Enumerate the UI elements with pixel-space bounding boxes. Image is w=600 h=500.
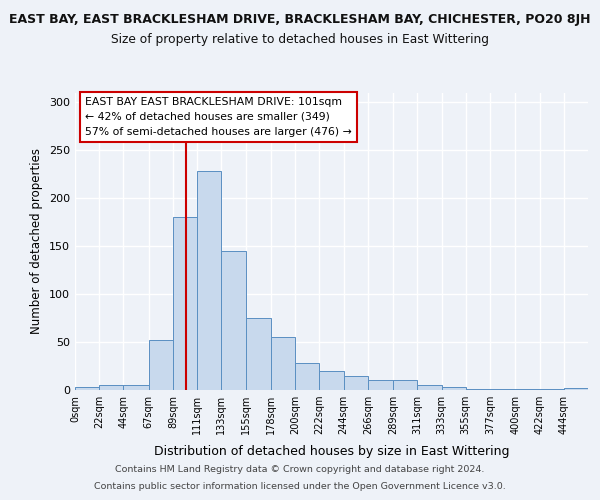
Bar	[515, 389, 539, 390]
Bar	[466, 389, 490, 390]
Text: Contains HM Land Registry data © Crown copyright and database right 2024.: Contains HM Land Registry data © Crown c…	[115, 465, 485, 474]
Bar	[393, 380, 418, 390]
Bar	[197, 171, 221, 390]
Y-axis label: Number of detached properties: Number of detached properties	[31, 148, 43, 334]
Bar	[75, 387, 99, 390]
Text: EAST BAY EAST BRACKLESHAM DRIVE: 101sqm
← 42% of detached houses are smaller (34: EAST BAY EAST BRACKLESHAM DRIVE: 101sqm …	[85, 97, 352, 136]
Bar	[245, 318, 271, 390]
Bar	[418, 385, 442, 390]
Bar	[368, 380, 393, 390]
Bar	[344, 376, 368, 390]
Bar	[539, 389, 564, 390]
Bar	[221, 251, 245, 390]
Bar	[295, 363, 319, 390]
Bar	[442, 387, 466, 390]
Bar	[99, 385, 124, 390]
X-axis label: Distribution of detached houses by size in East Wittering: Distribution of detached houses by size …	[154, 446, 509, 458]
Bar	[490, 389, 515, 390]
Bar	[149, 340, 173, 390]
Text: EAST BAY, EAST BRACKLESHAM DRIVE, BRACKLESHAM BAY, CHICHESTER, PO20 8JH: EAST BAY, EAST BRACKLESHAM DRIVE, BRACKL…	[9, 12, 591, 26]
Text: Contains public sector information licensed under the Open Government Licence v3: Contains public sector information licen…	[94, 482, 506, 491]
Bar	[173, 218, 197, 390]
Bar	[124, 385, 149, 390]
Bar	[271, 337, 295, 390]
Bar	[564, 388, 588, 390]
Text: Size of property relative to detached houses in East Wittering: Size of property relative to detached ho…	[111, 32, 489, 46]
Bar	[319, 371, 344, 390]
